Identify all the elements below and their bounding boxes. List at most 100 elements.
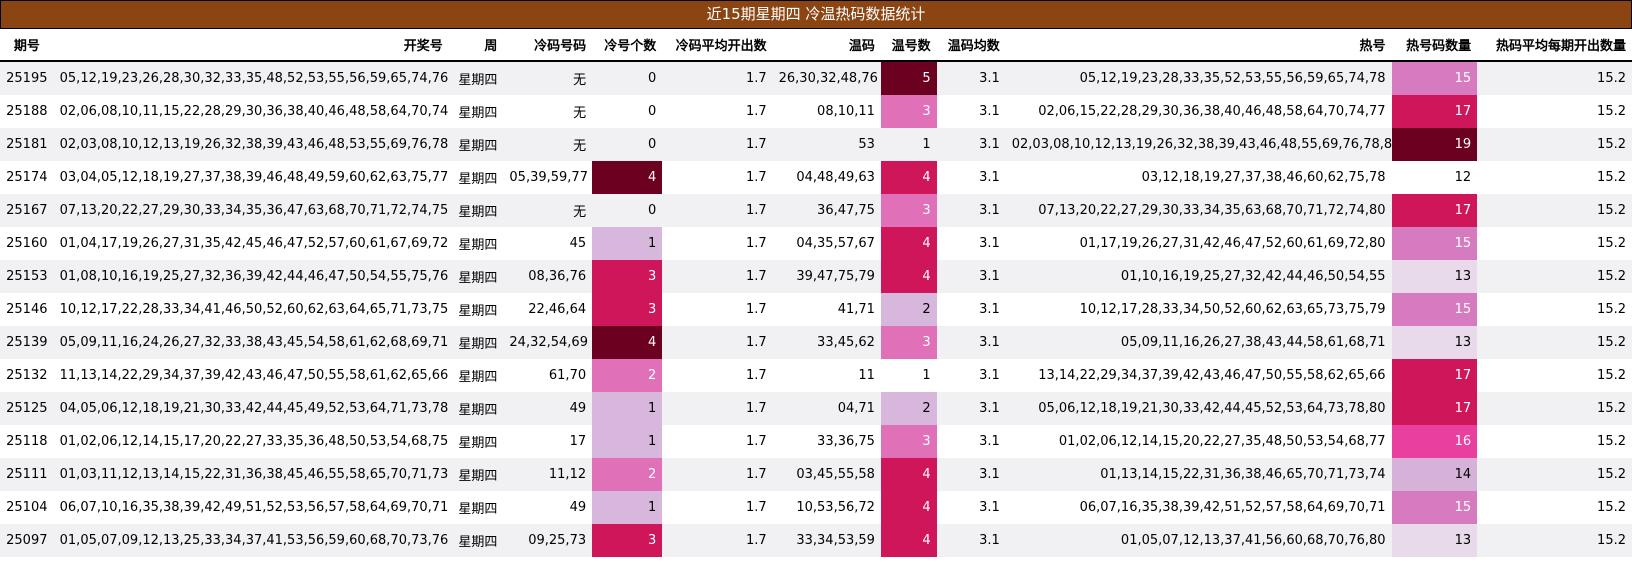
cell-cold-nums: 17 (503, 425, 593, 458)
cell-cold-count: 1 (592, 227, 663, 260)
cell-cold-avg: 1.7 (662, 194, 773, 227)
cell-warm-count: 2 (880, 392, 937, 425)
cell-cold-nums: 09,25,73 (503, 524, 593, 557)
table-row: 25146 10,12,17,22,28,33,34,41,46,50,52,60… (0, 293, 1632, 326)
cell-period: 25167 (0, 194, 54, 227)
cell-cold-avg: 1.7 (662, 260, 773, 293)
cell-hot-nums: 13,14,22,29,34,37,39,42,43,46,47,50,55,5… (1005, 359, 1392, 392)
cell-hot-count: 13 (1391, 326, 1478, 359)
cell-cold-avg: 1.7 (662, 524, 773, 557)
cell-weekday: 星期四 (448, 61, 504, 95)
cell-hot-avg: 15.2 (1477, 95, 1632, 128)
cell-warm-nums: 10,53,56,72 (772, 491, 881, 524)
cell-warm-nums: 11 (772, 359, 881, 392)
cell-cold-count: 3 (592, 260, 663, 293)
cell-warm-avg: 3.1 (936, 227, 1006, 260)
cell-hot-count: 17 (1391, 95, 1478, 128)
cell-weekday: 星期四 (448, 392, 504, 425)
table-row: 25118 01,02,06,12,14,15,17,20,22,27,33,35… (0, 425, 1632, 458)
cell-warm-count: 1 (880, 128, 937, 161)
cell-cold-avg: 1.7 (662, 491, 773, 524)
cell-numbers: 01,08,10,16,19,25,27,32,36,39,42,44,46,4… (53, 260, 449, 293)
cell-cold-count: 4 (592, 161, 663, 194)
cell-warm-nums: 04,35,57,67 (772, 227, 881, 260)
cell-hot-nums: 02,06,15,22,28,29,30,36,38,40,46,48,58,6… (1005, 95, 1392, 128)
cell-numbers: 01,03,11,12,13,14,15,22,31,36,38,45,46,5… (53, 458, 449, 491)
col-header-warm-avg: 温码均数 (936, 29, 1006, 62)
cell-period: 25153 (0, 260, 54, 293)
cell-weekday: 星期四 (448, 260, 504, 293)
cell-cold-avg: 1.7 (662, 326, 773, 359)
col-header-warm-count: 温号数 (880, 29, 937, 62)
cell-hot-count: 17 (1391, 359, 1478, 392)
cell-hot-avg: 15.2 (1477, 458, 1632, 491)
cell-hot-nums: 07,13,20,22,27,29,30,33,34,35,63,68,70,7… (1005, 194, 1392, 227)
cell-period: 25195 (0, 61, 54, 95)
cell-cold-nums: 08,36,76 (503, 260, 593, 293)
cell-cold-count: 0 (592, 61, 663, 95)
cell-period: 25146 (0, 293, 54, 326)
cell-cold-nums: 22,46,64 (503, 293, 593, 326)
cell-cold-nums: 24,32,54,69 (503, 326, 593, 359)
cell-cold-count: 0 (592, 194, 663, 227)
cell-cold-nums: 49 (503, 491, 593, 524)
cell-warm-avg: 3.1 (936, 128, 1006, 161)
cell-warm-count: 3 (880, 194, 937, 227)
cell-warm-avg: 3.1 (936, 392, 1006, 425)
cell-warm-nums: 36,47,75 (772, 194, 881, 227)
cell-cold-nums: 11,12 (503, 458, 593, 491)
cell-numbers: 02,03,08,10,12,13,19,26,32,38,39,43,46,4… (53, 128, 449, 161)
cell-weekday: 星期四 (448, 128, 504, 161)
cell-hot-avg: 15.2 (1477, 326, 1632, 359)
cell-hot-count: 13 (1391, 524, 1478, 557)
cell-period: 25104 (0, 491, 54, 524)
cell-cold-nums: 无 (503, 128, 593, 161)
col-header-cold-avg: 冷码平均开出数 (662, 29, 773, 62)
cell-weekday: 星期四 (448, 524, 504, 557)
cell-cold-avg: 1.7 (662, 227, 773, 260)
col-header-numbers: 开奖号 (53, 29, 449, 62)
cell-cold-avg: 1.7 (662, 61, 773, 95)
cell-hot-count: 15 (1391, 293, 1478, 326)
cell-warm-count: 4 (880, 227, 937, 260)
cell-hot-count: 15 (1391, 227, 1478, 260)
stats-table: 期号 开奖号 周 冷码号码 冷号个数 冷码平均开出数 温码 温号数 温码均数 热… (0, 29, 1632, 557)
cell-hot-nums: 06,07,16,35,38,39,42,51,52,57,58,64,69,7… (1005, 491, 1392, 524)
cell-period: 25132 (0, 359, 54, 392)
cell-hot-avg: 15.2 (1477, 61, 1632, 95)
table-row: 25139 05,09,11,16,24,26,27,32,33,38,43,45… (0, 326, 1632, 359)
table-row: 25174 03,04,05,12,18,19,27,37,38,39,46,48… (0, 161, 1632, 194)
cell-warm-avg: 3.1 (936, 260, 1006, 293)
cell-hot-count: 15 (1391, 491, 1478, 524)
cell-numbers: 02,06,08,10,11,15,22,28,29,30,36,38,40,4… (53, 95, 449, 128)
cell-numbers: 07,13,20,22,27,29,30,33,34,35,36,47,63,6… (53, 194, 449, 227)
cell-weekday: 星期四 (448, 95, 504, 128)
cell-warm-count: 3 (880, 95, 937, 128)
cell-cold-nums: 无 (503, 61, 593, 95)
cell-warm-avg: 3.1 (936, 194, 1006, 227)
cell-hot-avg: 15.2 (1477, 425, 1632, 458)
cell-cold-avg: 1.7 (662, 95, 773, 128)
cell-cold-avg: 1.7 (662, 425, 773, 458)
cell-cold-count: 0 (592, 95, 663, 128)
cell-period: 25139 (0, 326, 54, 359)
cell-numbers: 10,12,17,22,28,33,34,41,46,50,52,60,62,6… (53, 293, 449, 326)
cell-cold-avg: 1.7 (662, 161, 773, 194)
cell-hot-nums: 05,06,12,18,19,21,30,33,42,44,45,52,53,6… (1005, 392, 1392, 425)
cell-hot-nums: 01,10,16,19,25,27,32,42,44,46,50,54,55 (1005, 260, 1392, 293)
cell-cold-avg: 1.7 (662, 458, 773, 491)
col-header-period: 期号 (0, 29, 54, 62)
cell-hot-avg: 15.2 (1477, 359, 1632, 392)
cell-period: 25181 (0, 128, 54, 161)
col-header-cold-count: 冷号个数 (592, 29, 663, 62)
table-row: 25097 01,05,07,09,12,13,25,33,34,37,41,53… (0, 524, 1632, 557)
cell-cold-count: 3 (592, 293, 663, 326)
cell-period: 25097 (0, 524, 54, 557)
cell-hot-avg: 15.2 (1477, 392, 1632, 425)
cell-warm-nums: 33,34,53,59 (772, 524, 881, 557)
cell-hot-count: 16 (1391, 425, 1478, 458)
cell-hot-nums: 05,12,19,23,28,33,35,52,53,55,56,59,65,7… (1005, 61, 1392, 95)
cell-period: 25125 (0, 392, 54, 425)
cell-warm-nums: 33,36,75 (772, 425, 881, 458)
cell-hot-nums: 01,13,14,15,22,31,36,38,46,65,70,71,73,7… (1005, 458, 1392, 491)
